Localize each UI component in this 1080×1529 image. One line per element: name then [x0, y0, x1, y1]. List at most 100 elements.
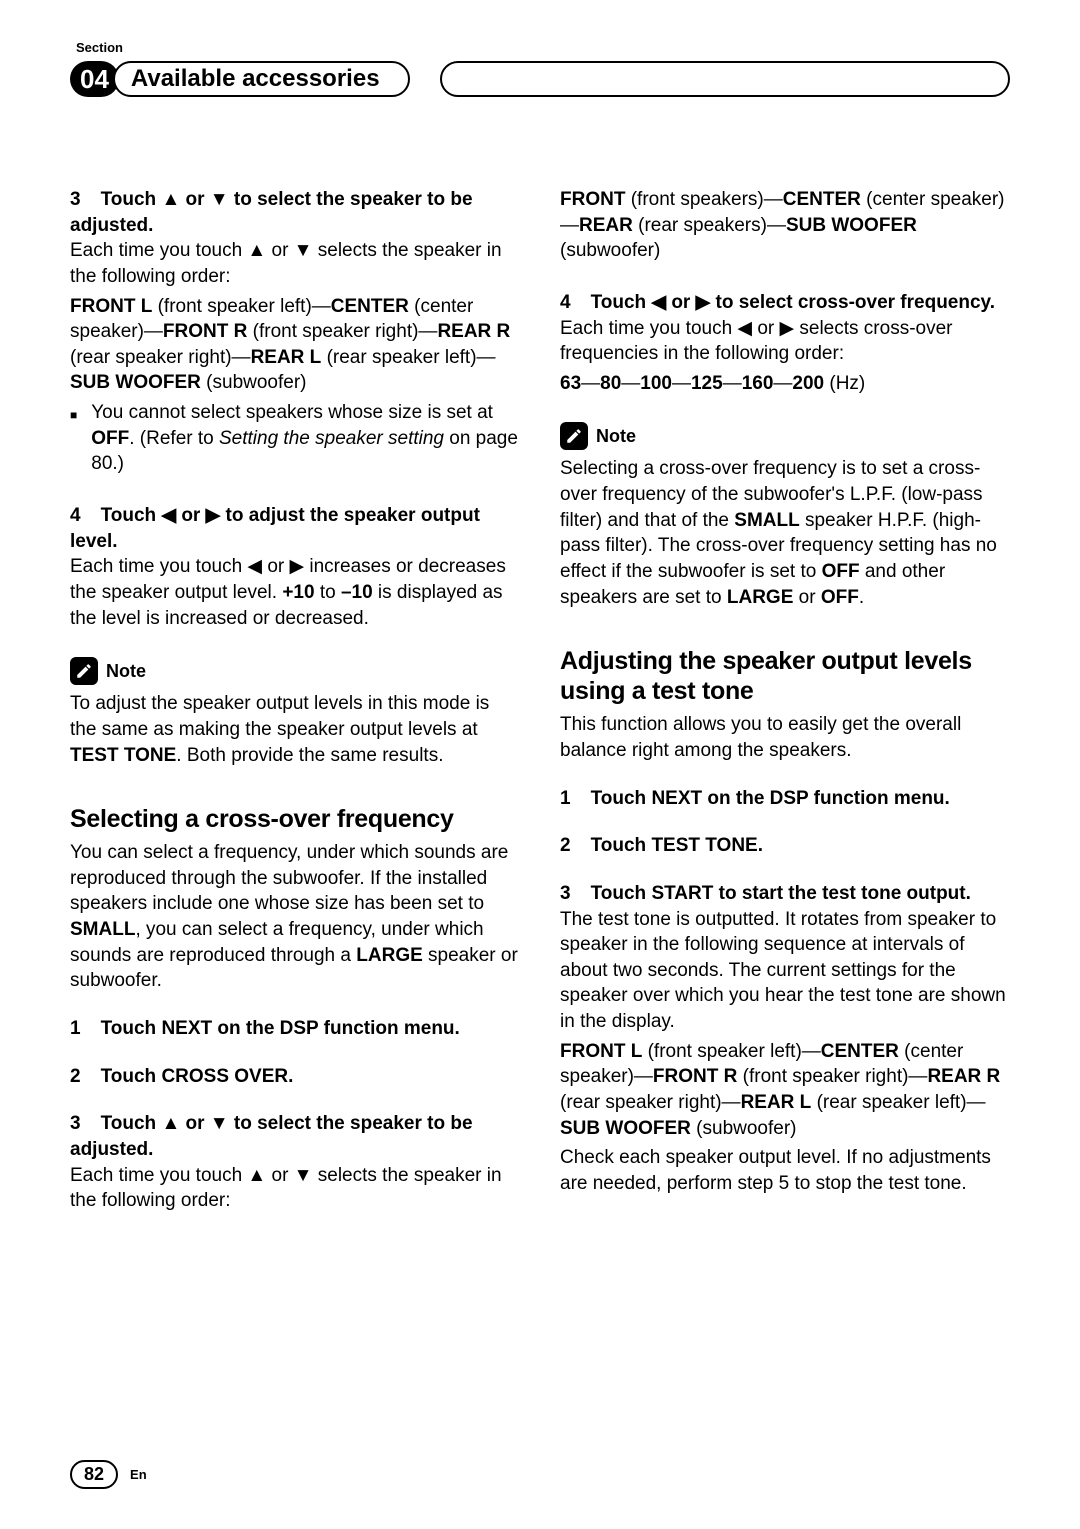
- seq-desc: (front speaker left)—: [642, 1041, 820, 1062]
- step-3-head: 3Touch ▲ or ▼ to select the speaker to b…: [70, 187, 520, 238]
- note-text: Selecting a cross-over frequency is to s…: [560, 456, 1010, 610]
- freq: 160: [742, 373, 774, 394]
- left-column: 3Touch ▲ or ▼ to select the speaker to b…: [70, 187, 520, 1240]
- step-3-sequence: FRONT L (front speaker left)—CENTER (cen…: [70, 294, 520, 397]
- text-bold: SMALL: [70, 919, 135, 940]
- step-3-bullet: ■ You cannot select speakers whose size …: [70, 400, 520, 477]
- seq-desc: (rear speaker left)—: [321, 347, 495, 368]
- content-columns: 3Touch ▲ or ▼ to select the speaker to b…: [70, 187, 1010, 1240]
- hz: (Hz): [824, 373, 865, 394]
- seq-item: FRONT L: [70, 296, 152, 317]
- step-4-p: Each time you touch ◀ or ▶ increases or …: [70, 554, 520, 631]
- seq-item: CENTER: [783, 189, 861, 210]
- seq-item: REAR R: [927, 1066, 1000, 1087]
- seq-item: FRONT R: [163, 321, 247, 342]
- step-title: Touch ◀ or ▶ to select cross-over freque…: [591, 292, 995, 313]
- seq-desc: (front speaker right)—: [737, 1066, 927, 1087]
- text: or: [793, 587, 820, 608]
- seq-item: REAR L: [251, 347, 322, 368]
- right-sequence: FRONT (front speakers)—CENTER (center sp…: [560, 187, 1010, 264]
- step-title: Touch CROSS OVER.: [101, 1066, 294, 1087]
- text: You cannot select speakers whose size is…: [91, 402, 493, 423]
- step-4-head: 4Touch ◀ or ▶ to select cross-over frequ…: [560, 290, 1010, 316]
- step-number: 3: [70, 1113, 81, 1134]
- text: .: [859, 587, 864, 608]
- cross-step1: 1 Touch NEXT on the DSP function menu.: [70, 1016, 520, 1042]
- seq-item: FRONT R: [653, 1066, 737, 1087]
- seq-item: SUB WOOFER: [786, 215, 917, 236]
- seq-desc: (subwoofer): [560, 240, 660, 261]
- note-2-block: Note Selecting a cross-over frequency is…: [560, 422, 1010, 610]
- step-number: 1: [560, 788, 571, 809]
- step-title: Touch NEXT on the DSP function menu.: [591, 788, 950, 809]
- text: . Both provide the same results.: [176, 745, 443, 766]
- crossover-intro: You can select a frequency, under which …: [70, 840, 520, 994]
- freq: 63: [560, 373, 581, 394]
- seq-desc: (subwoofer): [691, 1118, 797, 1139]
- adjust-sequence: FRONT L (front speaker left)—CENTER (cen…: [560, 1039, 1010, 1142]
- cross-step2: 2 Touch CROSS OVER.: [70, 1064, 520, 1090]
- dash: —: [581, 373, 600, 394]
- step-number: 2: [70, 1066, 81, 1087]
- seq-item: REAR L: [741, 1092, 812, 1113]
- pencil-icon: [70, 657, 98, 685]
- seq-text: FRONT (front speakers)—CENTER (center sp…: [560, 187, 1010, 264]
- seq-item: SUB WOOFER: [70, 372, 201, 393]
- text-bold: OFF: [91, 428, 129, 449]
- seq-desc: (rear speaker right)—: [70, 347, 251, 368]
- right-column: FRONT (front speakers)—CENTER (center sp…: [560, 187, 1010, 1240]
- text: to: [315, 582, 341, 603]
- dash: —: [621, 373, 640, 394]
- adjust-p1: The test tone is outputted. It rotates f…: [560, 907, 1010, 1035]
- seq-item: REAR R: [437, 321, 510, 342]
- step-title: Touch ▲ or ▼ to select the speaker to be…: [70, 1113, 473, 1160]
- adjust-p2: Check each speaker output level. If no a…: [560, 1145, 1010, 1196]
- adjust-step3: 3Touch START to start the test tone outp…: [560, 881, 1010, 907]
- step-number: 3: [70, 189, 81, 210]
- text: You can select a frequency, under which …: [70, 842, 508, 914]
- freq: 100: [640, 373, 672, 394]
- text: To adjust the speaker output levels in t…: [70, 693, 489, 740]
- seq-desc: (front speakers)—: [625, 189, 782, 210]
- bullet-icon: ■: [70, 407, 77, 477]
- seq-desc: (front speaker right)—: [247, 321, 437, 342]
- seq-desc: (subwoofer): [201, 372, 307, 393]
- header-row: 04 Available accessories: [70, 61, 1010, 97]
- note-header: Note: [560, 422, 1010, 450]
- seq-desc: (rear speaker left)—: [811, 1092, 985, 1113]
- freq: 125: [691, 373, 723, 394]
- text-bold: –10: [341, 582, 373, 603]
- text-bold: OFF: [822, 561, 860, 582]
- seq-item: FRONT: [560, 189, 625, 210]
- section-label: Section: [76, 40, 1010, 55]
- adjust-section: Adjusting the speaker output levels usin…: [560, 646, 1010, 1196]
- note-header: Note: [70, 657, 520, 685]
- right-step4: 4Touch ◀ or ▶ to select cross-over frequ…: [560, 290, 1010, 397]
- text-bold: LARGE: [356, 945, 423, 966]
- step-title: Touch NEXT on the DSP function menu.: [101, 1018, 460, 1039]
- step-number: 1: [70, 1018, 81, 1039]
- cross-step3: 3Touch ▲ or ▼ to select the speaker to b…: [70, 1111, 520, 1162]
- bullet-text: You cannot select speakers whose size is…: [91, 400, 520, 477]
- step-number: 2: [560, 835, 571, 856]
- step-title: Touch ◀ or ▶ to adjust the speaker outpu…: [70, 505, 480, 552]
- freq-list: 63—80—100—125—160—200 (Hz): [560, 371, 1010, 397]
- page-number: 82: [70, 1460, 118, 1489]
- section-title-pill-empty: [440, 61, 1010, 97]
- pencil-icon: [560, 422, 588, 450]
- seq-item: REAR: [579, 215, 633, 236]
- step-number: 4: [70, 505, 81, 526]
- freq: 80: [600, 373, 621, 394]
- adjust-step2: 2 Touch TEST TONE.: [560, 833, 1010, 859]
- step-title: Touch TEST TONE.: [591, 835, 763, 856]
- step-4-head: 4Touch ◀ or ▶ to adjust the speaker outp…: [70, 503, 520, 554]
- step-4-block: 4Touch ◀ or ▶ to adjust the speaker outp…: [70, 503, 520, 631]
- seq-item: SUB WOOFER: [560, 1118, 691, 1139]
- step-4-p: Each time you touch ◀ or ▶ selects cross…: [560, 316, 1010, 367]
- seq-item: CENTER: [821, 1041, 899, 1062]
- text-bold: TEST TONE: [70, 745, 176, 766]
- step-title: Touch START to start the test tone outpu…: [591, 883, 971, 904]
- seq-desc: (rear speakers)—: [633, 215, 786, 236]
- dash: —: [672, 373, 691, 394]
- cross-step3-p: Each time you touch ▲ or ▼ selects the s…: [70, 1163, 520, 1214]
